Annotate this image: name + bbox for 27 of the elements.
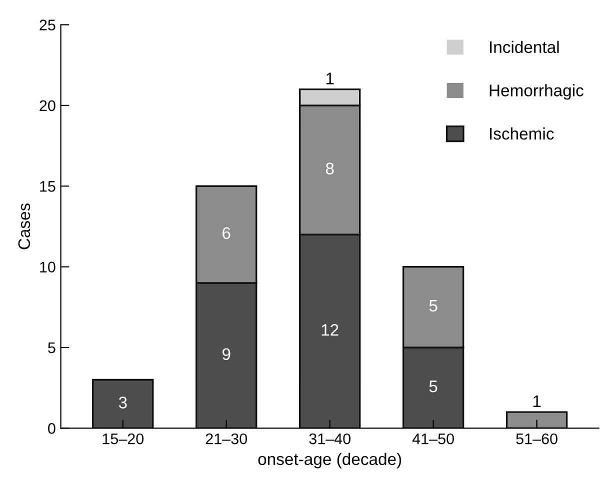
bar bbox=[506, 411, 568, 428]
data-label: 6 bbox=[222, 227, 230, 240]
data-label: 5 bbox=[429, 300, 438, 312]
data-label: 12 bbox=[322, 324, 338, 336]
y-tick-label: 20 bbox=[40, 100, 56, 112]
data-label: 1 bbox=[533, 396, 541, 407]
data-label: 8 bbox=[326, 162, 334, 174]
y-tick-label: 5 bbox=[48, 342, 56, 354]
data-label: 5 bbox=[429, 380, 438, 392]
x-tick-label: 41–50 bbox=[412, 433, 454, 444]
x-tick-label: 15–20 bbox=[102, 433, 144, 444]
legend-label: Incidental bbox=[490, 40, 559, 54]
y-axis-title: Cases bbox=[18, 203, 30, 250]
y-tick-label: 15 bbox=[40, 181, 56, 192]
x-axis-title: onset-age (decade) bbox=[258, 452, 402, 468]
y-tick-label: 10 bbox=[40, 262, 56, 272]
bar bbox=[92, 378, 154, 428]
x-tick-label: 31–40 bbox=[309, 433, 350, 444]
legend-label: Hemorrhagic bbox=[490, 84, 584, 100]
y-tick-label: 25 bbox=[40, 20, 56, 30]
x-tick-label: 21–30 bbox=[206, 433, 248, 444]
data-label: 9 bbox=[222, 348, 230, 360]
y-tick-label: 0 bbox=[48, 423, 56, 434]
data-label: 3 bbox=[118, 396, 127, 408]
data-label: 1 bbox=[326, 72, 334, 84]
legend-label: Ischemic bbox=[490, 127, 554, 140]
x-tick-label: 51–60 bbox=[516, 433, 558, 444]
